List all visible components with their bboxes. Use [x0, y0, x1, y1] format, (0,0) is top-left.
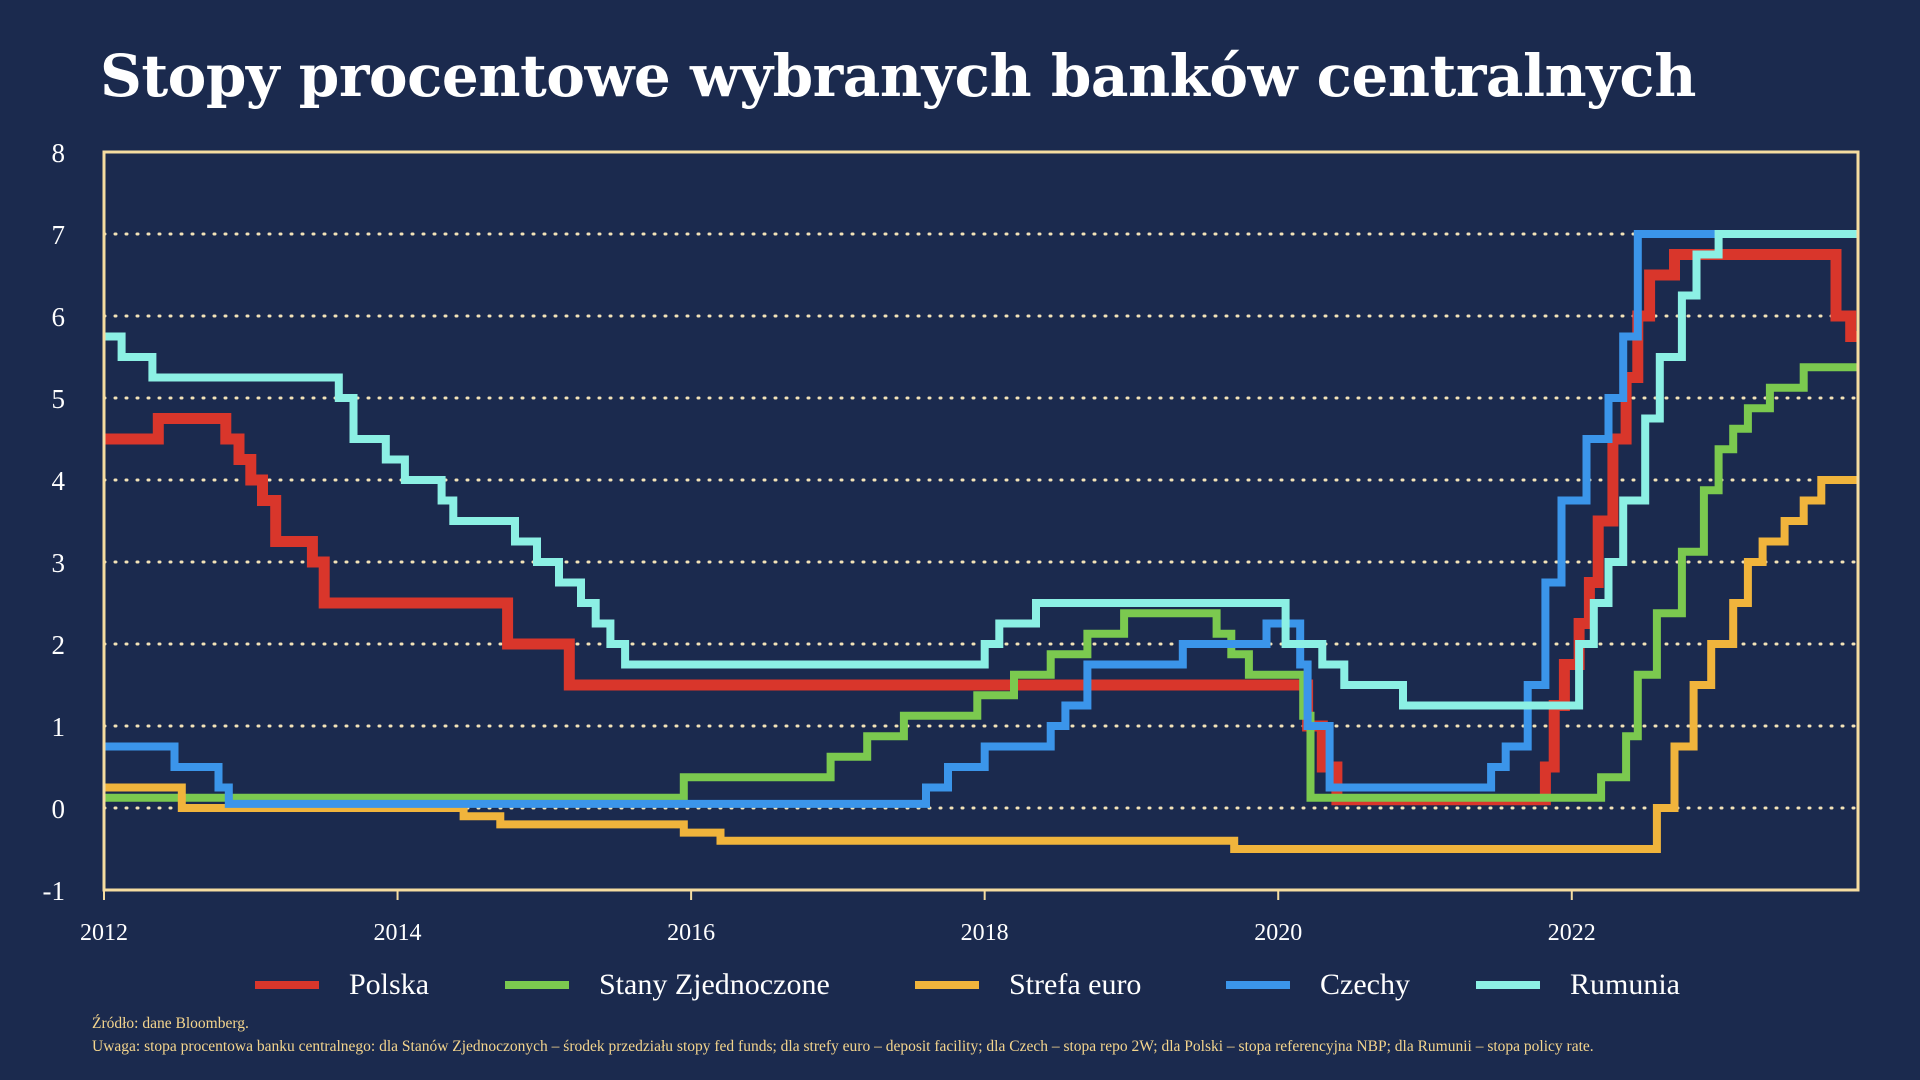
chart-title: Stopy procentowe wybranych banków centra…: [100, 42, 1696, 110]
legend-label: Czechy: [1320, 968, 1410, 1001]
x-tick-label: 2022: [1548, 920, 1596, 946]
y-tick-label: 8: [52, 138, 66, 168]
series-line-stany-zjednoczone: [104, 363, 1858, 802]
y-tick-label: 7: [52, 220, 66, 250]
y-tick-label: 0: [52, 794, 66, 824]
legend-label: Stany Zjednoczone: [599, 968, 830, 1001]
chart-notes: Źródło: dane Bloomberg. Uwaga: stopa pro…: [92, 1012, 1594, 1058]
remark-note: Uwaga: stopa procentowa banku centralneg…: [92, 1038, 1594, 1055]
legend-label: Strefa euro: [1009, 968, 1142, 1001]
y-tick-label: -1: [43, 876, 66, 906]
plot-frame: [102, 150, 1860, 892]
x-axis-ticks: 2012 2014 2016 2018 2020 2022: [80, 890, 1596, 946]
legend-item: Polska: [255, 960, 429, 1010]
legend-item: Rumunia: [1476, 960, 1680, 1010]
chart-legend: Polska Stany Zjednoczone Strefa euro Czechy…: [0, 960, 1920, 1010]
x-tick-label: 2014: [374, 920, 422, 946]
source-note: Źródło: dane Bloomberg.: [92, 1015, 249, 1032]
x-tick-label: 2020: [1254, 920, 1302, 946]
series-lines: [104, 230, 1858, 853]
legend-swatch: [255, 981, 319, 989]
legend-swatch: [1226, 981, 1290, 989]
grid-lines: [102, 232, 1860, 810]
x-tick-label: 2016: [667, 920, 715, 946]
x-tick-label: 2012: [80, 920, 128, 946]
legend-swatch: [1476, 981, 1540, 989]
series-line-strefa-euro: [104, 476, 1858, 853]
legend-item: Czechy: [1226, 960, 1410, 1010]
y-tick-label: 3: [52, 548, 66, 578]
y-axis-ticks: -1 0 1 2 3 4 5 6 7 8: [43, 138, 66, 906]
y-tick-label: 6: [52, 302, 66, 332]
legend-item: Stany Zjednoczone: [505, 960, 830, 1010]
legend-swatch: [915, 981, 979, 989]
y-tick-label: 2: [52, 630, 66, 660]
legend-label: Rumunia: [1570, 968, 1680, 1001]
legend-item: Strefa euro: [915, 960, 1141, 1010]
x-tick-label: 2018: [961, 920, 1009, 946]
y-tick-label: 1: [52, 712, 66, 742]
legend-swatch: [505, 981, 569, 989]
legend-label: Polska: [349, 968, 430, 1001]
y-tick-label: 4: [52, 466, 66, 496]
series-line-rumunia: [104, 230, 1858, 710]
y-tick-label: 5: [52, 384, 66, 414]
